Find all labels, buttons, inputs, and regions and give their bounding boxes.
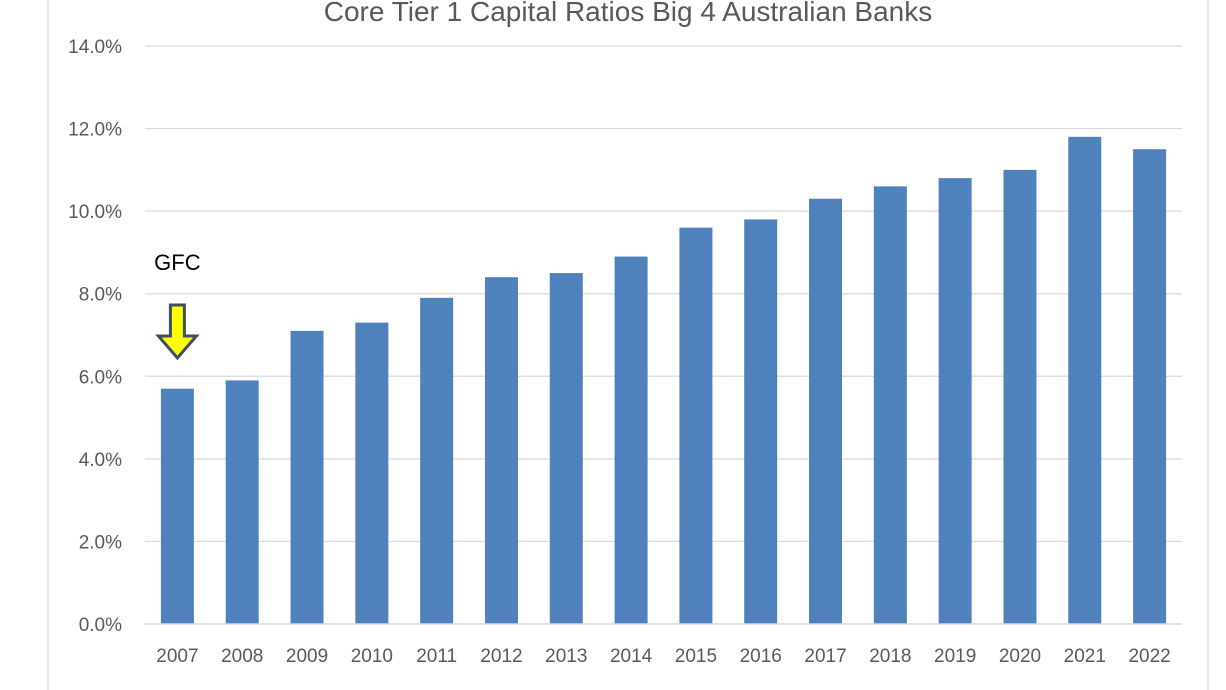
down-arrow-icon: [155, 303, 200, 361]
x-tick-label: 2007: [156, 646, 198, 667]
bar-2016: [744, 219, 778, 624]
bar-2022: [1133, 149, 1167, 624]
y-tick-label: 2.0%: [79, 532, 122, 553]
bar-2015: [679, 227, 713, 624]
y-tick-label: 6.0%: [79, 367, 122, 388]
bar-2020: [1003, 169, 1037, 624]
x-tick-label: 2008: [221, 646, 263, 667]
x-axis-tick-labels: 2007 2008 2009 2010 2011 2012 2013 2014 2015 2016…: [156, 646, 1170, 667]
y-tick-label: 12.0%: [68, 120, 122, 141]
annotation-label: GFC: [154, 250, 201, 275]
x-tick-label: 2009: [286, 646, 328, 667]
bar-2018: [873, 186, 907, 624]
x-tick-label: 2012: [480, 646, 522, 667]
y-tick-label: 4.0%: [79, 450, 122, 471]
x-tick-label: 2016: [740, 646, 782, 667]
y-tick-label: 8.0%: [79, 285, 122, 306]
x-tick-label: 2019: [934, 646, 976, 667]
y-tick-label: 14.0%: [68, 37, 122, 58]
x-tick-label: 2013: [545, 646, 587, 667]
x-tick-label: 2022: [1128, 646, 1170, 667]
bar-2017: [809, 198, 843, 624]
gfc-annotation: GFC: [154, 250, 201, 361]
bar-2008: [225, 380, 259, 624]
bars: [160, 136, 1167, 625]
bar-2012: [484, 277, 518, 624]
bar-2007: [160, 388, 194, 624]
bar-2014: [614, 256, 648, 624]
x-tick-label: 2014: [610, 646, 653, 667]
bar-2019: [938, 178, 972, 624]
bar-2011: [420, 297, 454, 624]
y-axis-tick-labels: 0.0% 2.0% 4.0% 6.0% 8.0% 10.0% 12.0% 14.0%: [68, 37, 122, 636]
x-tick-label: 2010: [351, 646, 393, 667]
x-tick-label: 2018: [869, 646, 911, 667]
bar-2021: [1068, 136, 1102, 625]
x-tick-label: 2017: [804, 646, 846, 667]
bar-2009: [290, 330, 324, 624]
bar-2010: [355, 322, 389, 624]
x-tick-label: 2021: [1064, 646, 1106, 667]
y-tick-label: 0.0%: [79, 615, 122, 636]
x-tick-label: 2020: [999, 646, 1041, 667]
x-tick-label: 2015: [675, 646, 717, 667]
bar-2013: [549, 273, 583, 624]
chart-title: Core Tier 1 Capital Ratios Big 4 Austral…: [324, 0, 933, 27]
y-tick-label: 10.0%: [68, 202, 122, 223]
x-tick-label: 2011: [416, 646, 457, 667]
